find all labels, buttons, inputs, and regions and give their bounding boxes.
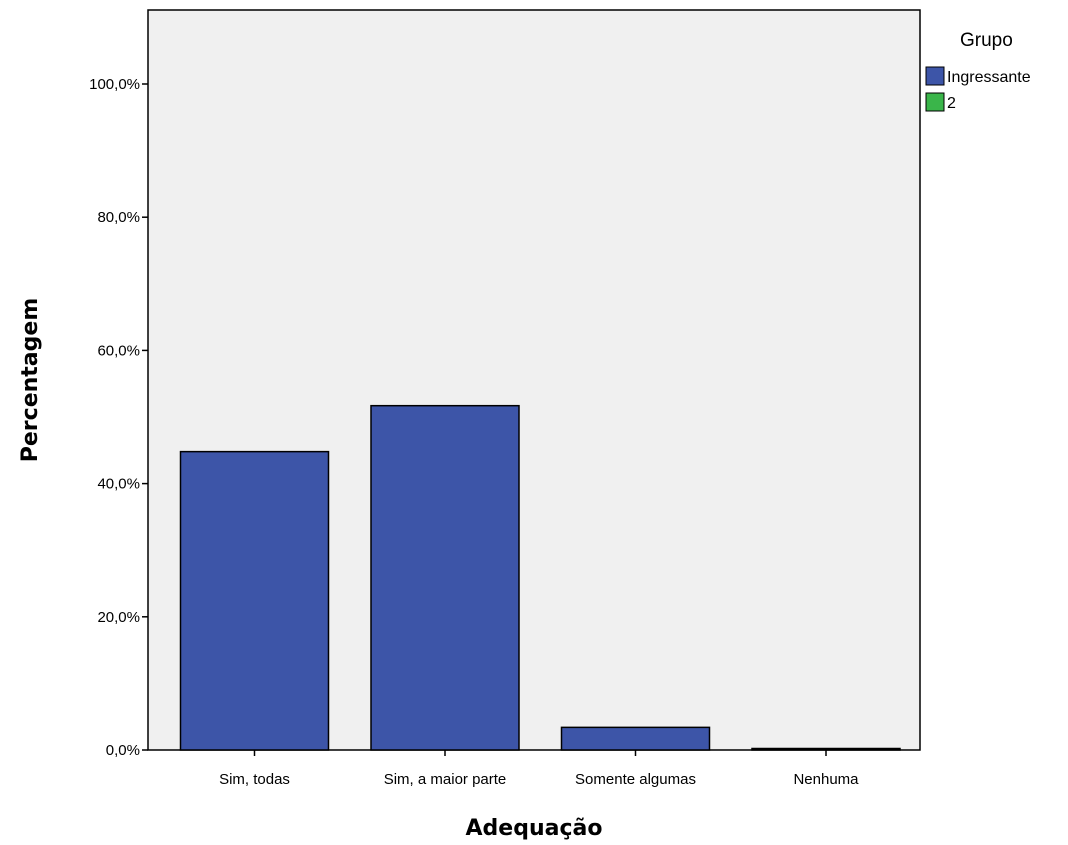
y-tick-label: 100,0% bbox=[89, 76, 140, 93]
y-tick-label: 0,0% bbox=[106, 742, 140, 759]
y-axis-title: Percentagem bbox=[18, 298, 43, 462]
y-tick-label: 60,0% bbox=[97, 342, 140, 359]
legend-swatch bbox=[925, 92, 945, 112]
x-tick-label: Somente algumas bbox=[575, 771, 696, 788]
bars-group bbox=[179, 404, 901, 751]
legend-label: 2 bbox=[947, 95, 956, 112]
bar-somente-algumas bbox=[560, 726, 711, 751]
y-tick-label: 20,0% bbox=[97, 609, 140, 626]
x-tick-label: Nenhuma bbox=[793, 771, 859, 788]
y-tick-label: 80,0% bbox=[97, 209, 140, 226]
bar-nenhuma bbox=[751, 747, 901, 751]
y-axis: 0,0% 20,0% 40,0% 60,0% 80,0% 100,0% bbox=[89, 76, 148, 759]
legend: Grupo Ingressante 2 bbox=[925, 30, 1031, 112]
legend-swatch bbox=[925, 66, 945, 86]
x-axis: Sim, todas Sim, a maior parte Somente algu… bbox=[219, 750, 859, 788]
legend-label: Ingressante bbox=[947, 69, 1031, 86]
y-tick-label: 40,0% bbox=[97, 476, 140, 493]
bar-sim-a-maior-parte bbox=[370, 404, 520, 751]
x-tick-label: Sim, a maior parte bbox=[384, 771, 507, 788]
x-tick-label: Sim, todas bbox=[219, 771, 290, 788]
bar-sim-todas bbox=[179, 450, 330, 751]
x-axis-title: Adequação bbox=[466, 816, 603, 841]
legend-title: Grupo bbox=[960, 30, 1013, 51]
